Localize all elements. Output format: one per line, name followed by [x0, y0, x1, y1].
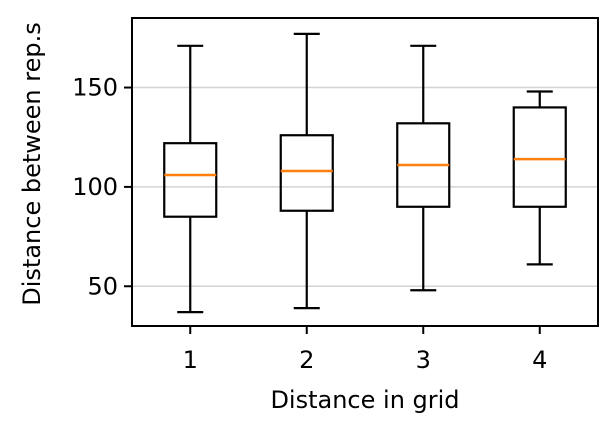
iqr-box [163, 142, 218, 218]
y-tick-label: 150 [72, 74, 118, 102]
iqr-box [512, 106, 567, 208]
y-axis: 50 100 150 [72, 74, 132, 300]
box-1 [163, 44, 218, 314]
box-2 [279, 32, 334, 310]
y-axis-label: Distance between rep.s [18, 22, 46, 305]
x-tick-label: 3 [416, 346, 431, 374]
x-tick-label: 1 [183, 346, 198, 374]
x-axis-label: Distance in grid [270, 386, 459, 414]
y-tick-label: 100 [72, 173, 118, 201]
x-tick-label: 2 [299, 346, 314, 374]
plot-frame [131, 17, 599, 327]
boxes-group [163, 32, 567, 314]
iqr-box [279, 134, 334, 212]
box-4 [512, 90, 567, 266]
x-axis: 1 2 3 4 [183, 326, 547, 374]
gridlines [132, 86, 598, 288]
x-tick-label: 4 [532, 346, 547, 374]
box-3 [396, 44, 451, 292]
y-tick-label: 50 [87, 272, 118, 300]
